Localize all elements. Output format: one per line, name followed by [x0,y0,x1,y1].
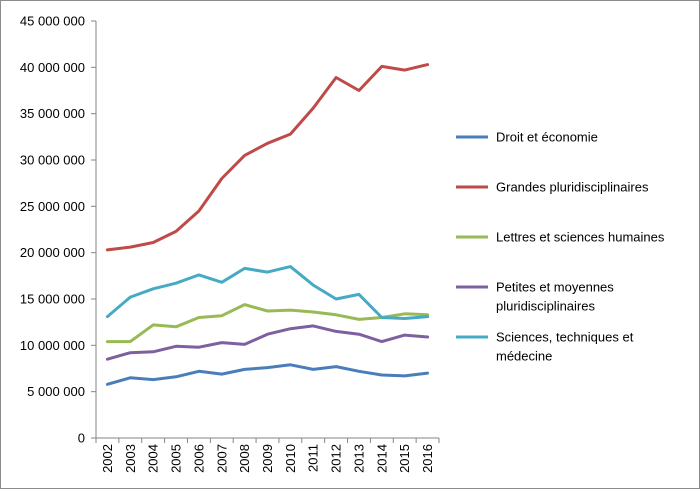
x-axis-tick-labels: 2002 2003 2004 2005 2006 2007 2008 2009 2010 2011… [100,444,435,473]
legend-label: Lettres et sciences humaines [496,230,665,245]
legend-label: Petites et moyennes [496,280,614,295]
series-line-lettres-et-sciences-humaines [105,303,430,344]
series-line-sciences-techniques-et-medecine [105,265,430,320]
series-line-droit-et-economie [105,363,430,386]
x-tick-label: 2004 [146,444,161,473]
x-tick-label: 2012 [329,444,344,473]
x-tick-label: 2003 [123,444,138,473]
x-tick-label: 2016 [420,444,435,473]
legend-entry-lettres-et-sciences-humaines: Lettres et sciences humaines [456,230,665,245]
legend: Droit et économie Grandes pluridisciplina… [456,130,665,364]
legend-entry-droit-et-economie: Droit et économie [456,130,598,145]
y-tick-label: 35 000 000 [20,106,85,121]
x-tick-label: 2015 [397,444,412,473]
legend-entry-sciences-techniques-et-medecine: Sciences, techniques et médecine [456,330,634,364]
y-tick-label: 25 000 000 [20,199,85,214]
y-tick-label: 5 000 000 [27,384,85,399]
y-tick-label: 0 [78,431,85,446]
x-tick-label: 2014 [374,444,389,473]
legend-label: pluridisciplinaires [496,299,595,314]
y-axis-tick-labels: 0 5 000 000 10 000 000 15 000 000 20 000 000… [20,14,85,446]
x-tick-label: 2006 [191,444,206,473]
x-tick-label: 2002 [100,444,115,473]
y-tick-label: 20 000 000 [20,245,85,260]
y-tick-label: 10 000 000 [20,338,85,353]
legend-label: Sciences, techniques et [496,330,634,345]
x-tick-label: 2005 [169,444,184,473]
legend-label: médecine [496,349,552,364]
y-tick-label: 15 000 000 [20,292,85,307]
x-tick-label: 2013 [351,444,366,473]
series-line-petites-et-moyennes-pluridisciplinaires [105,324,430,361]
y-tick-label: 30 000 000 [20,153,85,168]
y-tick-label: 40 000 000 [20,60,85,75]
legend-label: Droit et économie [496,130,598,145]
legend-entry-petites-et-moyennes-pluridisciplinaires: Petites et moyennes pluridisciplinaires [456,280,614,314]
x-tick-label: 2008 [237,444,252,473]
axes [91,20,440,443]
x-tick-label: 2007 [214,444,229,473]
x-tick-label: 2011 [306,444,321,472]
y-tick-label: 45 000 000 [20,14,85,29]
x-tick-label: 2009 [260,444,275,473]
legend-entry-grandes-pluridisciplinaires: Grandes pluridisciplinaires [456,180,649,195]
x-tick-label: 2010 [283,444,298,473]
series-line-grandes-pluridisciplinaires [105,63,430,252]
legend-label: Grandes pluridisciplinaires [496,180,649,195]
series-lines [105,63,430,386]
